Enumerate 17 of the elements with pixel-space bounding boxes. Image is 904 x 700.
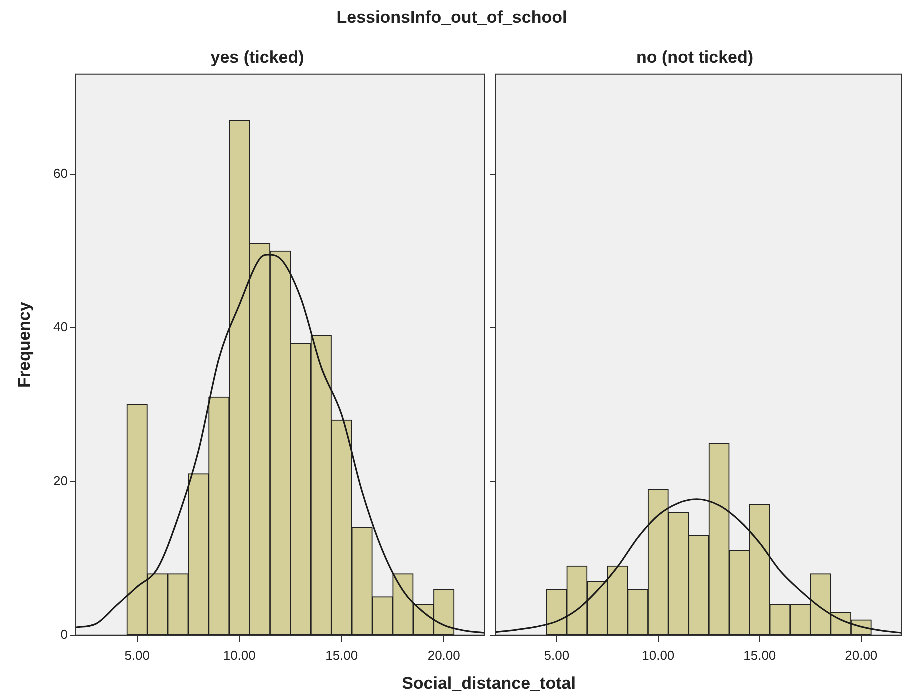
x-tick-label: 10.00 — [223, 648, 256, 663]
x-tick-label: 15.00 — [744, 648, 776, 663]
x-tick-label: 20.00 — [845, 648, 878, 663]
x-tick-label: 20.00 — [428, 648, 460, 663]
x-tick-label: 5.00 — [124, 648, 150, 663]
y-axis-title: Frequency — [15, 301, 35, 390]
y-tick-label: 60 — [54, 166, 68, 181]
x-tick-label: 10.00 — [642, 648, 675, 663]
y-tick-label: 20 — [54, 473, 68, 488]
chart-title: LessionsInfo_out_of_school — [336, 8, 568, 28]
chart-subtitle: no (not ticked) — [636, 48, 754, 67]
y-tick-label: 0 — [60, 626, 68, 642]
x-axis-title: Social_distance_total — [401, 674, 577, 694]
x-tick-label: 15.00 — [326, 648, 358, 663]
y-tick-label: 40 — [54, 320, 68, 335]
chart-subtitle: yes (ticked) — [210, 48, 304, 67]
x-tick-label: 5.00 — [544, 648, 570, 663]
